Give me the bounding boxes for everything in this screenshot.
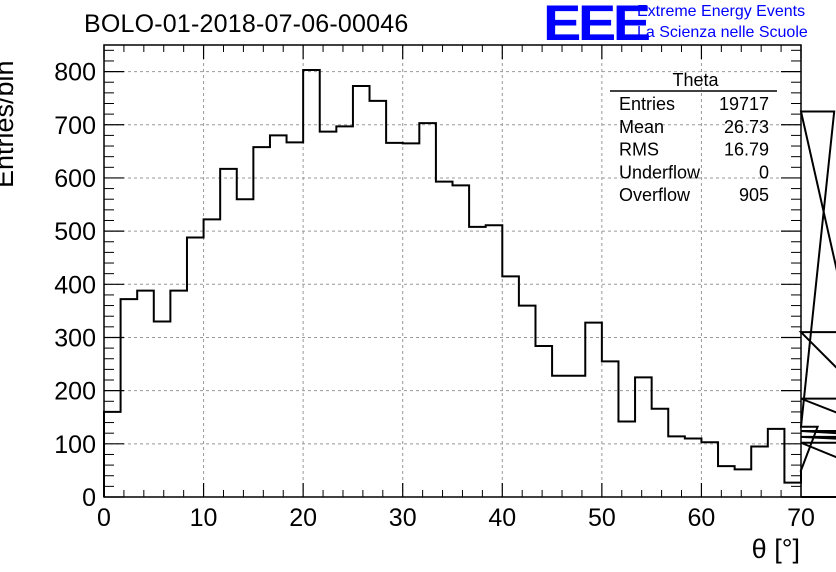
- x-tick-label: 50: [588, 504, 616, 532]
- histogram-bin: [204, 219, 221, 497]
- histogram-bin: [237, 199, 254, 497]
- histogram-bin: [486, 225, 503, 497]
- histogram-bin: [154, 322, 171, 497]
- histogram-bin: [718, 466, 735, 497]
- stats-row-value: 0: [759, 162, 769, 182]
- histogram-bin: [502, 276, 519, 497]
- stats-row-value: 905: [739, 185, 769, 205]
- chart-title: BOLO-01-2018-07-06-00046: [84, 10, 409, 38]
- x-axis-label: θ [°]: [751, 534, 800, 564]
- histogram-bin: [685, 439, 702, 497]
- x-tick-label: 30: [389, 504, 417, 532]
- plot-frame: [103, 44, 802, 498]
- histogram-bin: [469, 227, 486, 497]
- x-tick-label: 40: [488, 504, 516, 532]
- histogram-bin: [701, 442, 718, 497]
- y-tick-label: 0: [82, 484, 96, 512]
- histogram-bin: [519, 306, 536, 497]
- y-tick-label: 500: [54, 218, 96, 246]
- stats-row-value: 26.73: [724, 117, 769, 137]
- stats-row-label: Mean: [619, 117, 664, 137]
- histogram-bin: [453, 185, 470, 497]
- y-tick-label: 700: [54, 112, 96, 140]
- histogram-bin: [419, 123, 436, 497]
- logo-line-2: La Scienza nelle Scuole: [637, 24, 808, 41]
- stats-row-value: 16.79: [724, 140, 769, 160]
- histogram-bin: [137, 291, 154, 497]
- histogram-bin: [287, 142, 304, 497]
- stats-row-label: RMS: [619, 140, 659, 160]
- histogram-bin: [403, 143, 420, 497]
- x-tick-label: 20: [289, 504, 317, 532]
- histogram-bin: [370, 101, 387, 497]
- eee-logo-mark: EEE: [543, 0, 651, 51]
- y-tick-label: 800: [54, 59, 96, 87]
- histogram-bin: [270, 135, 287, 497]
- histogram-bin: [585, 323, 602, 497]
- histogram-bin: [386, 143, 403, 497]
- stats-row-label: Underflow: [619, 162, 701, 182]
- histogram-bin: [735, 469, 752, 497]
- histogram-bin: [751, 446, 768, 497]
- histogram-bin: [170, 291, 187, 497]
- histogram-bin: [220, 169, 237, 497]
- histogram-bin: [336, 126, 353, 497]
- stats-row-value: 19717: [719, 94, 769, 114]
- histogram-bin: [768, 429, 785, 497]
- y-tick-label: 300: [54, 324, 96, 352]
- x-tick-label: 60: [688, 504, 716, 532]
- histogram-bin: [353, 86, 370, 497]
- stats-row-label: Entries: [619, 94, 675, 114]
- stats-row-label: Overflow: [619, 185, 691, 205]
- y-tick-label: 200: [54, 378, 96, 406]
- x-tick-label: 0: [97, 504, 111, 532]
- histogram-bin: [668, 436, 685, 497]
- histogram-bin: [436, 182, 453, 497]
- x-tick-label: 10: [190, 504, 218, 532]
- histogram-bin: [635, 377, 652, 497]
- stats-box-title: Theta: [672, 70, 719, 90]
- histogram-bin: [552, 376, 569, 497]
- histogram-bin: [320, 132, 337, 497]
- histogram-bin: [784, 483, 801, 497]
- histogram-bin: [303, 70, 320, 497]
- histogram-bin: [618, 421, 635, 497]
- histogram-bin: [253, 147, 270, 497]
- y-tick-label: 400: [54, 271, 96, 299]
- logo-line-1: Extreme Energy Events: [637, 3, 806, 20]
- histogram-bin: [187, 237, 204, 497]
- y-tick-label: 100: [54, 431, 96, 459]
- y-tick-label: 600: [54, 165, 96, 193]
- histogram-bin: [652, 409, 669, 497]
- histogram-bin: [602, 361, 619, 497]
- x-tick-label: 70: [787, 504, 815, 532]
- histogram-bin: [535, 346, 552, 497]
- histogram-bin: [569, 376, 586, 497]
- histogram-bin: [121, 299, 138, 497]
